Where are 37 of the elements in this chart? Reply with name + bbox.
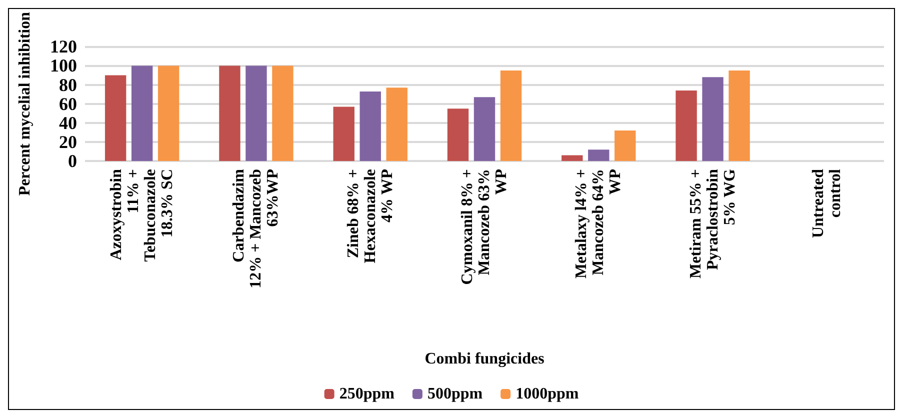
bar: [562, 155, 583, 161]
bar: [333, 106, 354, 161]
x-tick-label: Cymoxanil 8% + Mancozeb 63% WP: [459, 168, 510, 285]
y-tick-label: 120: [50, 36, 77, 57]
y-tick-label: 0: [68, 151, 77, 171]
y-tick-label: 40: [59, 112, 77, 133]
bar: [702, 77, 724, 161]
x-tick-label: Metiram 55% + Pyraclostrobin 5% WG: [687, 168, 738, 279]
y-tick-label: 100: [50, 56, 77, 76]
bar: [158, 66, 180, 161]
x-axis-title: Combi fungicides: [424, 350, 544, 368]
bar: [614, 130, 636, 161]
x-tick-label: Zineb 68% + Hexaconazole 4% WP: [344, 168, 396, 264]
bar: [360, 91, 381, 161]
bar: [474, 97, 496, 161]
x-tick-label: Carbendazim 12% + Mancozeb 63%WP: [230, 168, 282, 288]
y-tick-label: 60: [59, 94, 77, 114]
legend-label: 250ppm: [339, 386, 396, 402]
bar: [272, 66, 294, 161]
bar: [246, 66, 267, 161]
x-tick-label: Azoxystrobin 11% + Tebuconazole 18.3% SC: [108, 168, 176, 262]
bar: [500, 70, 522, 161]
y-axis-title: Percent mycelial inhibition: [16, 12, 34, 196]
bar: [131, 66, 153, 161]
bar: [676, 90, 697, 161]
y-tick-label: 80: [59, 74, 77, 95]
bar: [588, 150, 610, 161]
bar: [728, 70, 750, 161]
x-tick-label: Metalaxy l4% + Mancozeb 64% WP: [573, 168, 624, 279]
legend-label: 500ppm: [427, 386, 484, 402]
legend-label: 1000ppm: [516, 386, 580, 402]
bar: [219, 66, 240, 161]
bar: [386, 88, 408, 161]
bar: [104, 75, 126, 161]
y-tick-label: 20: [59, 132, 77, 152]
x-tick-label: Untreated control: [810, 168, 844, 238]
bar: [447, 108, 469, 161]
